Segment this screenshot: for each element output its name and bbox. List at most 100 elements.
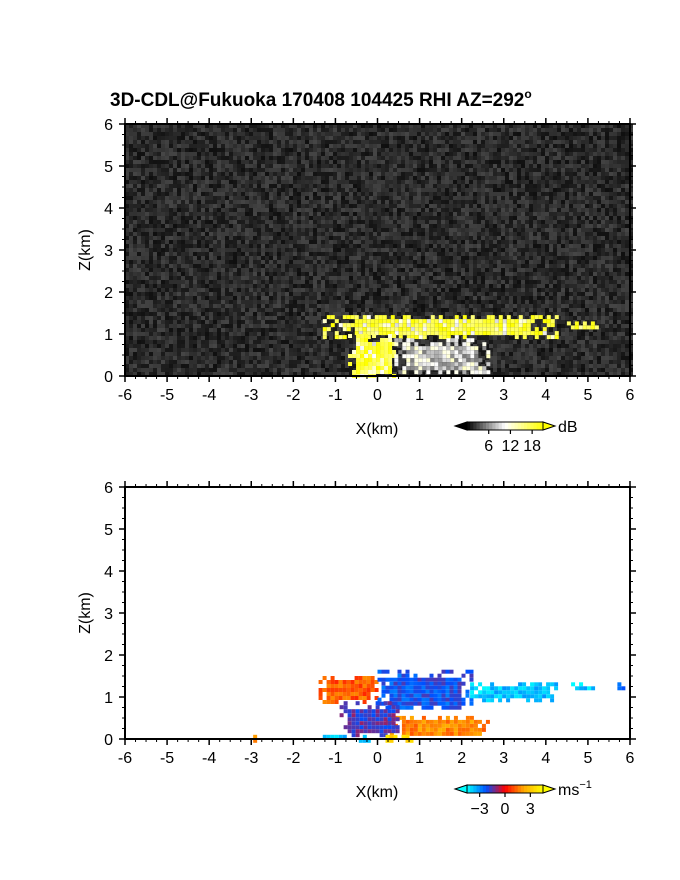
noise-cell xyxy=(457,124,461,128)
noise-cell xyxy=(541,192,545,196)
noise-cell xyxy=(425,268,429,272)
noise-cell xyxy=(417,188,421,192)
noise-cell xyxy=(437,236,441,240)
noise-cell xyxy=(265,148,269,152)
noise-cell xyxy=(445,236,449,240)
noise-cell xyxy=(413,232,417,236)
noise-cell xyxy=(297,232,301,236)
noise-cell xyxy=(553,244,557,248)
noise-cell xyxy=(285,164,289,168)
noise-cell xyxy=(529,128,533,132)
noise-cell xyxy=(353,256,357,260)
noise-cell xyxy=(221,208,225,212)
noise-cell xyxy=(565,244,569,248)
noise-cell xyxy=(273,196,277,200)
noise-cell xyxy=(613,160,617,164)
noise-cell xyxy=(329,256,333,260)
noise-cell xyxy=(205,176,209,180)
noise-cell xyxy=(333,220,337,224)
noise-cell xyxy=(361,152,365,156)
noise-cell xyxy=(345,156,349,160)
noise-cell xyxy=(353,268,357,272)
noise-cell xyxy=(549,212,553,216)
noise-cell xyxy=(617,148,621,152)
noise-cell xyxy=(189,224,193,228)
noise-cell xyxy=(545,124,549,128)
noise-cell xyxy=(181,176,185,180)
noise-cell xyxy=(341,144,345,148)
noise-cell xyxy=(269,128,273,132)
noise-cell xyxy=(369,192,373,196)
noise-cell xyxy=(553,168,557,172)
noise-cell xyxy=(181,136,185,140)
noise-cell xyxy=(157,208,161,212)
noise-cell xyxy=(625,264,629,268)
noise-cell xyxy=(557,272,561,276)
noise-cell xyxy=(165,272,169,276)
noise-cell xyxy=(393,136,397,140)
noise-cell xyxy=(377,220,381,224)
noise-cell xyxy=(509,208,513,212)
noise-cell xyxy=(601,176,605,180)
noise-cell xyxy=(337,272,341,276)
noise-cell xyxy=(249,180,253,184)
noise-cell xyxy=(205,124,209,128)
noise-cell xyxy=(541,160,545,164)
noise-cell xyxy=(573,228,577,232)
noise-cell xyxy=(597,268,601,272)
noise-cell xyxy=(501,228,505,232)
noise-cell xyxy=(593,156,597,160)
noise-cell xyxy=(469,160,473,164)
noise-cell xyxy=(401,252,405,256)
noise-cell xyxy=(377,132,381,136)
noise-cell xyxy=(193,172,197,176)
noise-cell xyxy=(573,260,577,264)
noise-cell xyxy=(457,172,461,176)
noise-cell xyxy=(493,164,497,168)
noise-cell xyxy=(293,196,297,200)
noise-cell xyxy=(549,224,553,228)
noise-cell xyxy=(505,156,509,160)
noise-cell xyxy=(169,128,173,132)
noise-cell xyxy=(277,192,281,196)
noise-cell xyxy=(493,196,497,200)
noise-cell xyxy=(353,260,357,264)
noise-cell xyxy=(417,136,421,140)
noise-cell xyxy=(341,172,345,176)
noise-cell xyxy=(437,152,441,156)
noise-cell xyxy=(525,240,529,244)
noise-cell xyxy=(413,184,417,188)
noise-cell xyxy=(365,236,369,240)
noise-cell xyxy=(465,264,469,268)
noise-cell xyxy=(293,132,297,136)
noise-cell xyxy=(141,260,145,264)
noise-cell xyxy=(617,236,621,240)
noise-cell xyxy=(125,204,129,208)
noise-cell xyxy=(305,132,309,136)
noise-cell xyxy=(541,208,545,212)
noise-cell xyxy=(465,136,469,140)
noise-cell xyxy=(613,124,617,128)
noise-cell xyxy=(389,256,393,260)
noise-cell xyxy=(149,140,153,144)
noise-cell xyxy=(177,188,181,192)
noise-cell xyxy=(157,124,161,128)
noise-cell xyxy=(221,180,225,184)
noise-cell xyxy=(609,192,613,196)
noise-cell xyxy=(257,236,261,240)
noise-cell xyxy=(257,268,261,272)
noise-cell xyxy=(245,248,249,252)
noise-cell xyxy=(465,268,469,272)
noise-cell xyxy=(553,124,557,128)
noise-cell xyxy=(521,128,525,132)
noise-cell xyxy=(537,240,541,244)
noise-cell xyxy=(281,220,285,224)
noise-cell xyxy=(561,144,565,148)
noise-cell xyxy=(169,176,173,180)
noise-cell xyxy=(569,276,573,280)
noise-cell xyxy=(501,216,505,220)
noise-cell xyxy=(425,220,429,224)
noise-cell xyxy=(157,180,161,184)
noise-cell xyxy=(273,240,277,244)
noise-cell xyxy=(453,236,457,240)
